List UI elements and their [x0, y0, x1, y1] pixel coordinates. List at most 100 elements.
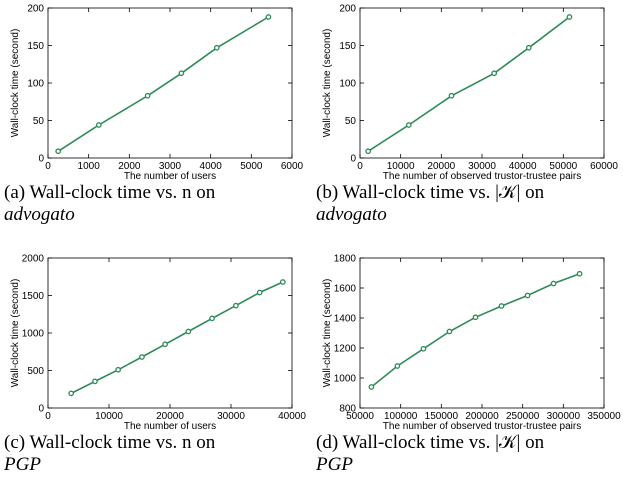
y-tick-label: 1600 — [334, 284, 357, 295]
y-tick-label: 2000 — [22, 254, 45, 265]
caption-a: (a) Wall-clock time vs. n on advogato — [4, 182, 304, 226]
data-point — [144, 92, 151, 99]
data-point — [420, 345, 427, 352]
y-tick-label: 50 — [345, 116, 357, 127]
data-point — [162, 341, 168, 348]
caption-dataset: PGP — [316, 454, 353, 475]
chart-panel-d: 50000 100000 150000 200000 250000 300000 35000… — [312, 250, 623, 500]
chart-plot-d: 50000 100000 150000 200000 250000 300000 35000… — [322, 254, 621, 433]
data-point — [394, 363, 401, 369]
data-point — [265, 14, 272, 20]
y-tick-label: 1500 — [22, 291, 45, 302]
y-tick-label: 1000 — [22, 329, 45, 340]
x-tick-label: 0 — [45, 411, 51, 422]
data-point — [139, 354, 145, 360]
data-point — [566, 14, 573, 20]
x-tick-label: 4000 — [200, 161, 223, 172]
chart-plot-c: 0 10000 20000 30000 40000 0 500 1000 1500 2000 The… — [10, 254, 306, 433]
data-point — [576, 270, 583, 277]
x-tick-label: 0 — [357, 161, 363, 172]
y-tick-label: 200 — [27, 4, 44, 15]
x-tick-label: 1000 — [78, 161, 101, 172]
y-tick-label: 100 — [27, 79, 44, 90]
series-line — [70, 281, 284, 395]
plot-frame — [359, 257, 605, 409]
x-tick-label: 150000 — [425, 411, 459, 422]
y-axis-label: Wall-clock time (second) — [10, 29, 21, 138]
chart-panel-b: 0 10000 20000 30000 40000 50000 60000 0 50 100 150… — [312, 0, 623, 250]
y-tick-label: 1000 — [334, 374, 357, 385]
y-tick-label: 50 — [33, 116, 45, 127]
y-tick-label: 0 — [350, 154, 356, 165]
data-point — [178, 70, 185, 77]
data-point — [446, 328, 453, 335]
data-point — [448, 92, 455, 99]
x-tick-label: 30000 — [468, 161, 496, 172]
x-tick-label: 350000 — [587, 411, 621, 422]
data-point — [185, 328, 192, 335]
plot-frame — [47, 7, 293, 159]
y-tick-label: 1400 — [334, 314, 357, 325]
x-axis-label: The number of observed trustor-trustee p… — [383, 171, 581, 182]
data-point — [55, 148, 62, 155]
caption-dataset: PGP — [4, 454, 41, 475]
data-point — [279, 279, 286, 285]
caption-main: (a) Wall-clock time vs. n on — [4, 182, 216, 203]
x-tick-label: 6000 — [281, 161, 304, 172]
data-point — [256, 289, 263, 296]
data-point — [115, 366, 122, 373]
series-line — [370, 273, 580, 388]
chart-panel-c: 0 10000 20000 30000 40000 0 500 1000 1500 2000 The… — [0, 250, 311, 500]
x-axis-label: The number of users — [124, 171, 216, 182]
data-point — [498, 303, 505, 309]
chart-panel-a: 0 1000 2000 3000 4000 5000 6000 0 50 100 150 200 The… — [0, 0, 311, 250]
x-tick-label: 60000 — [590, 161, 618, 172]
caption-c: (c) Wall-clock time vs. n on PGP — [4, 432, 304, 476]
y-tick-label: 1200 — [334, 344, 357, 355]
y-axis-label: Wall-clock time (second) — [10, 279, 21, 388]
y-tick-label: 800 — [339, 404, 356, 415]
y-tick-label: 150 — [339, 41, 356, 52]
data-point — [472, 314, 479, 321]
y-tick-label: 200 — [339, 4, 356, 15]
y-axis-label: Wall-clock time (second) — [322, 29, 333, 138]
data-point — [233, 302, 239, 309]
plot-frame — [359, 7, 605, 159]
caption-b: (b) Wall-clock time vs. |𝒦| on advogato — [316, 182, 616, 226]
caption-d: (d) Wall-clock time vs. |𝒦| on PGP — [316, 432, 616, 476]
x-axis-label: The number of observed trustor-trustee p… — [383, 421, 581, 432]
data-point — [550, 280, 557, 287]
data-point — [491, 70, 498, 77]
x-tick-label: 100000 — [384, 411, 418, 422]
caption-dataset: advogato — [316, 204, 387, 225]
data-point — [92, 378, 98, 385]
y-tick-label: 0 — [38, 404, 44, 415]
x-tick-label: 50000 — [549, 161, 577, 172]
caption-main: (c) Wall-clock time vs. n on — [4, 432, 216, 453]
y-tick-label: 100 — [339, 79, 356, 90]
chart-plot-b: 0 10000 20000 30000 40000 50000 60000 0 50 100 150… — [322, 4, 618, 183]
x-tick-label: 40000 — [278, 411, 306, 422]
series-line — [367, 16, 570, 152]
y-tick-label: 0 — [38, 154, 44, 165]
data-point — [365, 148, 371, 155]
x-tick-label: 30000 — [217, 411, 245, 422]
data-point — [525, 44, 532, 51]
y-tick-label: 500 — [27, 366, 44, 377]
x-tick-label: 200000 — [465, 411, 499, 422]
x-axis-label: The number of users — [124, 421, 216, 432]
y-axis-label: Wall-clock time (second) — [322, 279, 333, 388]
y-tick-label: 150 — [27, 41, 44, 52]
x-tick-label: 250000 — [506, 411, 540, 422]
plot-frame — [47, 257, 293, 409]
y-tick-label: 1800 — [334, 254, 357, 265]
caption-main: (b) Wall-clock time vs. |𝒦| on — [316, 182, 545, 203]
caption-dataset: advogato — [4, 204, 75, 225]
data-point — [68, 390, 75, 397]
x-tick-label: 300000 — [547, 411, 581, 422]
data-point — [524, 292, 531, 299]
x-tick-label: 20000 — [156, 411, 184, 422]
caption-main: (d) Wall-clock time vs. |𝒦| on — [316, 432, 545, 453]
data-point — [213, 44, 220, 51]
data-point — [368, 384, 375, 390]
